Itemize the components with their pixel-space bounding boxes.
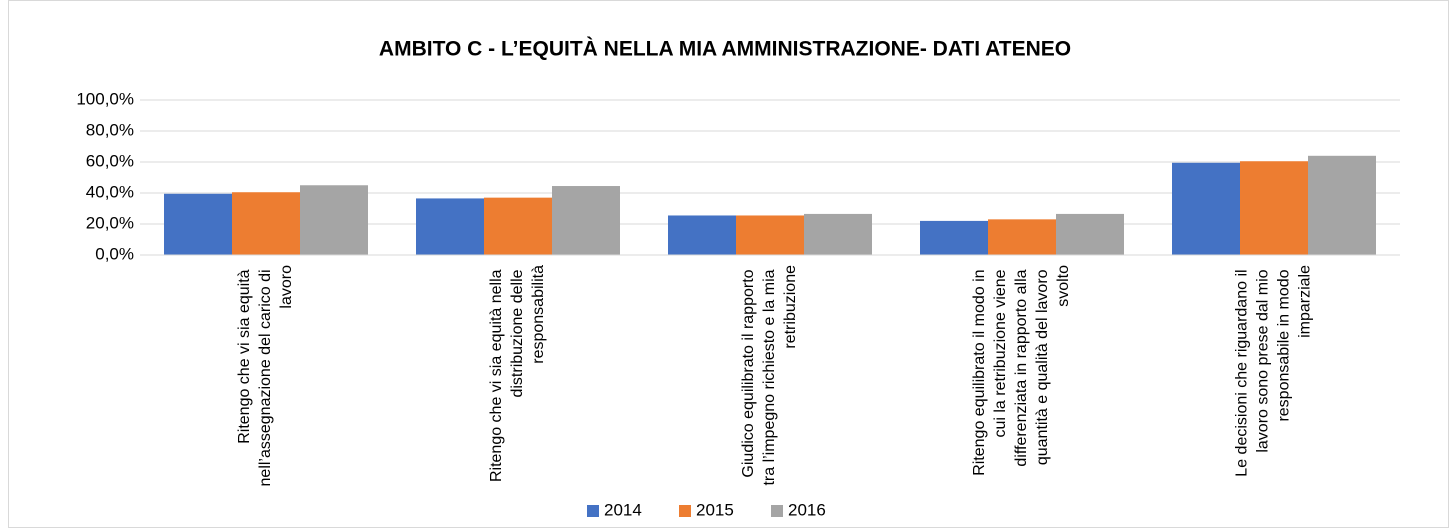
x-tick-label: Ritengo equilibrato il modo in cui la re… bbox=[971, 265, 1072, 476]
bar bbox=[668, 215, 736, 255]
x-tick-label: Ritengo che vi sia equità nella distribu… bbox=[488, 265, 547, 482]
bar bbox=[1172, 162, 1240, 255]
bar bbox=[416, 198, 484, 255]
bar bbox=[484, 197, 552, 255]
x-tick-label: Giudico equilibrato il rapporto tra l’im… bbox=[740, 265, 799, 486]
y-tick-label: 100,0% bbox=[76, 89, 134, 108]
bar bbox=[1056, 213, 1124, 255]
bar bbox=[552, 186, 620, 255]
legend-swatch bbox=[587, 505, 599, 517]
y-tick-label: 60,0% bbox=[86, 151, 134, 170]
bar bbox=[804, 213, 872, 255]
chart-border bbox=[8, 0, 1449, 528]
legend-label: 2015 bbox=[696, 500, 734, 519]
bar bbox=[736, 215, 804, 255]
y-tick-label: 40,0% bbox=[86, 182, 134, 201]
bar bbox=[232, 192, 300, 255]
legend-label: 2014 bbox=[604, 500, 642, 519]
y-tick-label: 0,0% bbox=[95, 244, 134, 263]
y-tick-label: 80,0% bbox=[86, 120, 134, 139]
bar bbox=[988, 219, 1056, 255]
x-tick-label: Ritengo che vi sia equità nell’assegnazi… bbox=[236, 265, 295, 487]
bar bbox=[1308, 155, 1376, 255]
legend-swatch bbox=[771, 505, 783, 517]
x-tick-label: Le decisioni che riguardano il lavoro so… bbox=[1234, 265, 1314, 477]
legend-swatch bbox=[679, 505, 691, 517]
bar bbox=[300, 185, 368, 255]
bar bbox=[164, 193, 232, 255]
chart-title: AMBITO C - L’EQUITÀ NELLA MIA AMMINISTRA… bbox=[379, 38, 1071, 61]
legend-label: 2016 bbox=[788, 500, 826, 519]
bar bbox=[1240, 161, 1308, 255]
y-tick-label: 20,0% bbox=[86, 213, 134, 232]
bar bbox=[920, 220, 988, 255]
